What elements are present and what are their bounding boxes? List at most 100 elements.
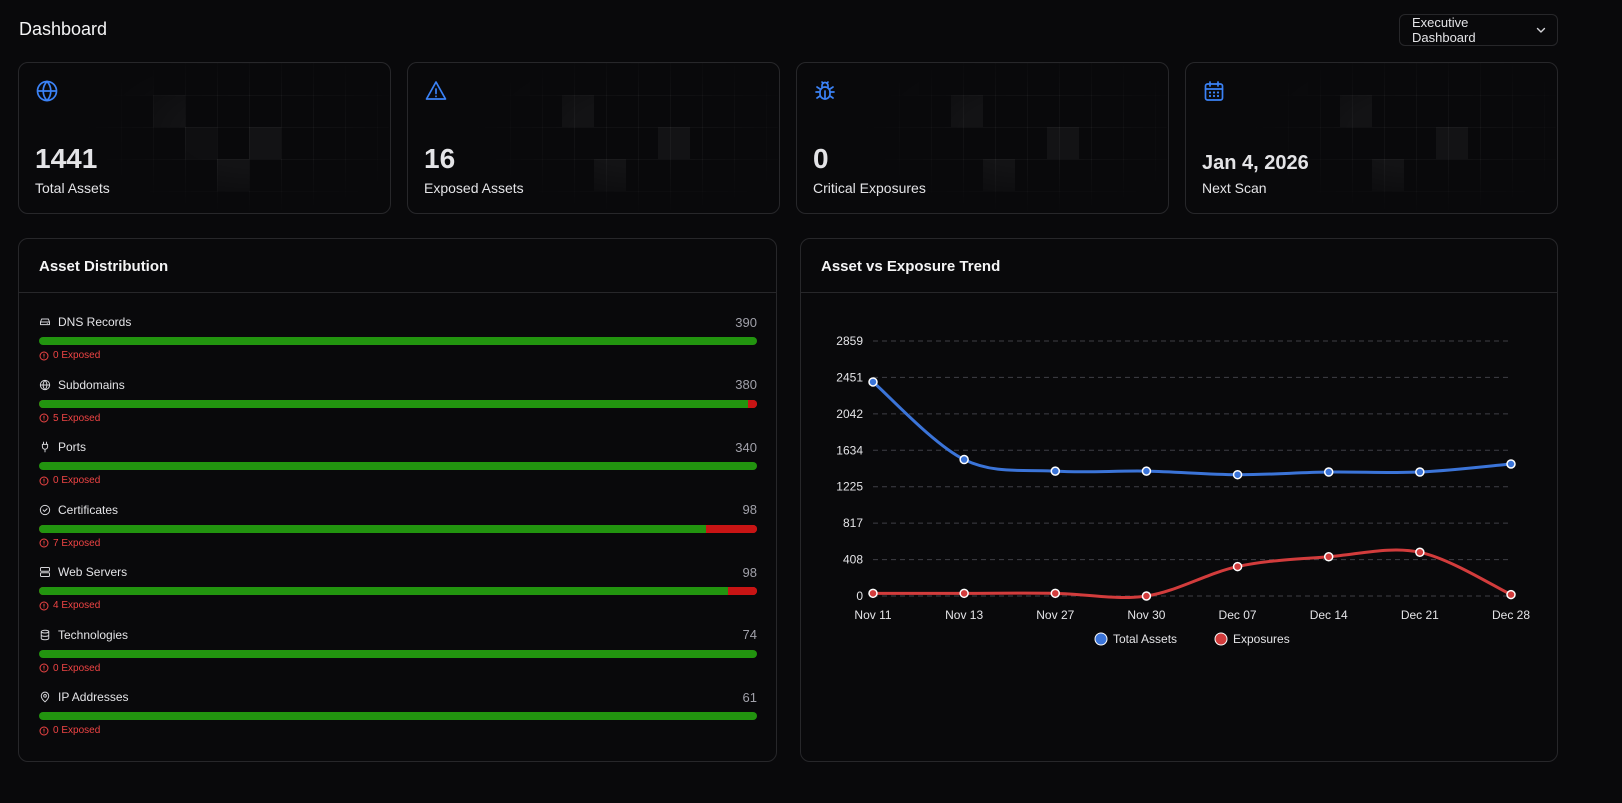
distribution-exposed-count: 0 Exposed	[39, 663, 757, 674]
distribution-item-certificates: Certificates 98 7 Exposed	[39, 501, 757, 564]
data-point-total-assets[interactable]	[868, 377, 878, 387]
x-tick-label: Nov 11	[854, 608, 891, 622]
data-point-total-assets[interactable]	[1323, 467, 1334, 477]
stat-card-total-assets: 1441 Total Assets	[18, 62, 391, 214]
stat-value: 16	[424, 143, 456, 174]
asset-distribution-panel: Asset Distribution DNS Records 390 0 Exp…	[18, 238, 777, 762]
distribution-progress-bar	[39, 399, 757, 408]
data-point-exposures[interactable]	[1232, 561, 1243, 572]
data-point-exposures[interactable]	[1141, 591, 1152, 601]
distribution-item-name: IP Addresses	[39, 690, 129, 704]
bar-segment-safe	[39, 587, 728, 595]
data-point-exposures[interactable]	[1506, 589, 1516, 600]
alert-circle-icon	[39, 600, 49, 611]
distribution-item-label: Technologies	[58, 627, 129, 642]
distribution-item-name: Technologies	[39, 628, 128, 642]
data-point-total-assets[interactable]	[1050, 466, 1061, 476]
y-tick-label: 1225	[836, 480, 863, 494]
data-point-total-assets[interactable]	[1506, 459, 1516, 469]
distribution-item-name: Ports	[39, 440, 86, 454]
check-badge-icon	[39, 504, 51, 515]
page-title: Dashboard	[19, 19, 108, 39]
bar-segment-safe	[39, 712, 757, 720]
distribution-item-header: Web Servers 98	[39, 563, 757, 581]
distribution-exposed-count: 4 Exposed	[39, 600, 757, 611]
distribution-item-count: 61	[742, 689, 757, 705]
data-point-total-assets[interactable]	[1232, 469, 1243, 480]
y-tick-label: 2451	[836, 370, 863, 384]
distribution-item-ip-addresses: IP Addresses 61 0 Exposed	[39, 688, 757, 751]
plug-icon	[41, 441, 49, 453]
trend-panel: Asset vs Exposure Trend 0 408 817 1225 1634 2…	[800, 238, 1558, 762]
x-tick-label: Nov 13	[945, 608, 983, 622]
distribution-item-ports: Ports 340 0 Exposed	[39, 438, 757, 501]
alert-circle-icon	[39, 350, 49, 361]
bar-segment-exposed	[727, 587, 757, 595]
distribution-progress-bar	[39, 337, 757, 345]
distribution-item-name: Subdomains	[39, 378, 125, 392]
x-tick-label: Nov 30	[1127, 608, 1165, 622]
server-icon	[40, 567, 50, 577]
data-point-exposures[interactable]	[1415, 547, 1425, 558]
distribution-item-header: Technologies 74	[39, 626, 757, 644]
distribution-progress-bar	[39, 649, 757, 658]
distribution-item-count: 98	[742, 564, 757, 580]
alert-circle-icon	[39, 538, 49, 548]
stat-label: Critical Exposures	[813, 180, 926, 196]
distribution-item-name: Certificates	[39, 503, 118, 517]
calendar-icon	[1204, 81, 1224, 101]
legend-swatch-total-assets	[1094, 632, 1108, 646]
distribution-item-count: 98	[742, 502, 757, 517]
distribution-progress-bar	[39, 587, 757, 595]
x-tick-label: Dec 21	[1401, 608, 1439, 622]
dashboard-selector[interactable]: Executive Dashboard	[1399, 14, 1558, 46]
warning-triangle-icon	[425, 81, 447, 100]
distribution-progress-bar	[39, 462, 757, 470]
x-tick-label: Dec 14	[1310, 608, 1348, 622]
distribution-item-label: Subdomains	[58, 377, 125, 392]
y-tick-label: 2042	[836, 407, 863, 421]
distribution-progress-bar	[39, 712, 757, 720]
data-point-exposures[interactable]	[868, 588, 878, 599]
legend-swatch-exposures	[1214, 632, 1228, 646]
y-tick-label: 1634	[836, 443, 863, 457]
x-tick-label: Dec 07	[1219, 608, 1257, 622]
distribution-item-header: DNS Records 390	[39, 313, 757, 331]
distribution-item-web-servers: Web Servers 98 4 Exposed	[39, 563, 757, 626]
distribution-item-label: Ports	[58, 440, 87, 454]
stat-value: Jan 4, 2026	[1202, 152, 1309, 174]
exposed-label: 0 Exposed	[53, 725, 101, 736]
data-point-exposures[interactable]	[1050, 588, 1061, 599]
bar-segment-safe	[39, 399, 748, 408]
dns-drive-icon	[40, 318, 50, 326]
distribution-item-subdomains: Subdomains 380 5 Exposed	[39, 376, 757, 439]
bar-segment-exposed	[747, 399, 757, 408]
distribution-item-name: DNS Records	[39, 315, 131, 329]
x-tick-label: Nov 27	[1036, 608, 1074, 622]
distribution-exposed-count: 0 Exposed	[39, 350, 757, 361]
trend-chart: 0 408 817 1225 1634 2042 2451 2859 Nov 11 Nov 13 N…	[836, 334, 1530, 646]
data-point-exposures[interactable]	[1323, 552, 1334, 562]
bar-segment-safe	[39, 649, 757, 658]
distribution-item-count: 340	[735, 439, 757, 455]
bar-segment-exposed	[705, 524, 757, 533]
panel-title: Asset vs Exposure Trend	[801, 239, 1557, 293]
distribution-progress-bar	[39, 524, 757, 533]
alert-circle-icon	[39, 413, 49, 423]
distribution-item-label: Web Servers	[58, 565, 128, 579]
x-tick-label: Dec 28	[1492, 608, 1530, 622]
data-point-total-assets[interactable]	[1141, 466, 1152, 476]
distribution-exposed-count: 7 Exposed	[39, 538, 757, 549]
alert-circle-icon	[39, 725, 49, 736]
distribution-item-header: Ports 340	[39, 438, 757, 456]
data-point-total-assets[interactable]	[959, 454, 969, 465]
y-tick-label: 0	[856, 589, 863, 603]
data-point-total-assets[interactable]	[1415, 467, 1425, 477]
data-point-exposures[interactable]	[959, 588, 969, 599]
distribution-item-count: 390	[735, 314, 757, 330]
distribution-item-label: DNS Records	[58, 315, 132, 329]
database-icon	[40, 629, 50, 640]
exposed-label: 5 Exposed	[53, 412, 101, 424]
exposed-label: 4 Exposed	[53, 600, 101, 611]
bar-segment-safe	[39, 462, 757, 470]
